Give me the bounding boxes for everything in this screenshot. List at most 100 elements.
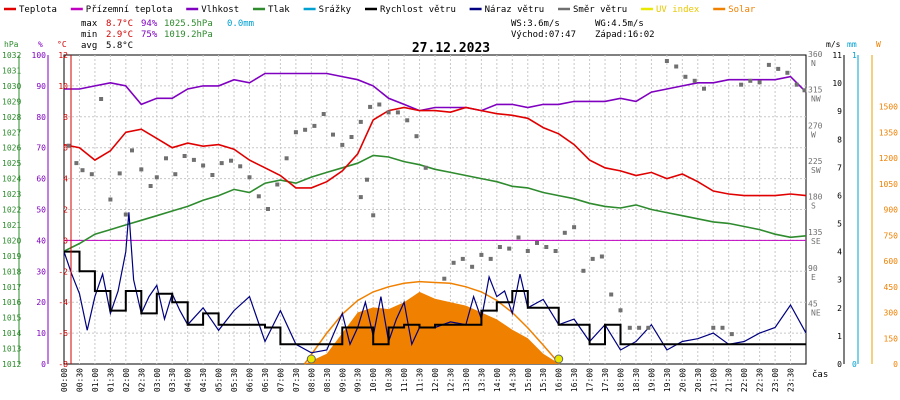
wind-direction-point [627, 325, 632, 330]
legend-label: Náraz větru [485, 5, 545, 15]
sun-marker [554, 354, 564, 364]
wind-direction-point [442, 276, 447, 281]
legend-label: Srážky [319, 5, 352, 15]
solar-tick-label: 0 [893, 360, 898, 369]
temp-tick-label: -2 [58, 267, 68, 276]
x-tick-label: 18:00 [617, 368, 626, 392]
legend-label: Směr větru [573, 5, 627, 15]
wind-direction-point [321, 112, 326, 116]
chart-axes: 00:00 00:30 01:00 01:30 02:00 02:30 03:00 03:30… [2, 40, 898, 392]
x-tick-label: 14:30 [508, 368, 517, 392]
x-tick-label: 00:00 [60, 368, 69, 392]
x-tick-label: 13:00 [462, 368, 471, 392]
x-tick-label: 17:30 [601, 368, 610, 392]
wind-direction-point [117, 171, 122, 176]
x-tick-label: 10:00 [369, 368, 378, 392]
solar-tick-label: 450 [884, 283, 899, 292]
stat-max-temp: 8.7°C [106, 19, 133, 29]
uv-markers [306, 354, 564, 364]
wind-direction-point [275, 182, 280, 187]
x-tick-label: 23:00 [771, 368, 780, 392]
temp-tick-label: 12 [58, 51, 68, 60]
wind-direction-point [590, 256, 595, 261]
solar-tick-label: 1500 [879, 103, 898, 112]
x-tick-label: 07:00 [276, 368, 285, 392]
x-tick-label: 22:30 [756, 368, 765, 392]
solar-tick-label: 1200 [879, 154, 898, 163]
wind-direction-point [776, 66, 781, 71]
pressure-tick-label: 1023 [2, 190, 21, 199]
wind-tick-label: 0 [837, 360, 842, 369]
wind-direction-point [148, 184, 153, 188]
stat-min-label: min [81, 30, 97, 40]
legend-label: Teplota [19, 5, 57, 15]
temp-tick-label: -4 [58, 298, 68, 307]
pressure-tick-label: 1014 [2, 329, 21, 338]
pressure-tick-label: 1021 [2, 221, 21, 230]
wind-direction-point [460, 256, 465, 261]
stat-sunrise: Východ:07:47 [511, 30, 576, 40]
direction-tick-label: 180 [808, 193, 823, 202]
wind-direction-point [173, 172, 178, 177]
temperature-unit: °C [57, 40, 67, 49]
solar-unit: W [876, 40, 881, 49]
temp-tick-label: 4 [63, 175, 68, 184]
stat-min-hum: 75% [141, 30, 158, 40]
x-tick-label: 07:30 [292, 368, 301, 392]
temp-tick-label: 2 [63, 206, 68, 215]
direction-letter: S [811, 202, 816, 211]
x-tick-label: 01:30 [106, 368, 115, 392]
chart-title: 27.12.2023 [412, 41, 490, 56]
x-tick-label: 11:30 [416, 368, 425, 392]
x-tick-label: 23:30 [787, 368, 796, 392]
x-tick-label: 00:30 [75, 368, 84, 392]
wind-tick-label: 7 [837, 163, 842, 172]
solar-tick-label: 600 [884, 257, 899, 266]
wind-direction-point [377, 102, 382, 107]
wind-tick-label: 11 [832, 51, 842, 60]
temp-tick-label: -8 [58, 360, 68, 369]
solar-tick-label: 150 [884, 334, 899, 343]
pressure-tick-label: 1027 [2, 128, 21, 137]
x-tick-label: 21:00 [709, 368, 718, 392]
direction-letter: SW [811, 166, 821, 175]
humidity-tick-label: 70 [36, 144, 46, 153]
x-tick-label: 10:30 [385, 368, 394, 392]
direction-letter: E [811, 273, 816, 282]
wind-direction-point [371, 213, 376, 218]
stat-min-press: 1019.2hPa [164, 30, 213, 40]
wind-direction-point [395, 110, 400, 115]
stat-max-hum: 94% [141, 19, 158, 29]
rain-unit: mm [847, 40, 857, 49]
x-tick-label: 03:00 [153, 368, 162, 392]
wind-direction-point [340, 142, 345, 147]
wind-direction-point [729, 332, 734, 337]
x-tick-label: 11:00 [400, 368, 409, 392]
wind-direction-point [247, 175, 252, 180]
stat-max-rain: 0.0mm [227, 19, 254, 29]
pressure-tick-label: 1025 [2, 159, 21, 168]
wind-direction-point [89, 172, 94, 177]
x-tick-label: 09:30 [354, 368, 363, 392]
humidity-unit: % [38, 40, 43, 49]
sun-marker [306, 354, 316, 364]
wind-tick-label: 9 [837, 107, 842, 116]
temperature-line [63, 106, 807, 197]
x-tick-label: 22:00 [740, 368, 749, 392]
direction-letter: NW [811, 95, 821, 104]
x-tick-label: 12:30 [446, 368, 455, 392]
wind-tick-label: 6 [837, 191, 842, 200]
pressure-tick-label: 1015 [2, 314, 21, 323]
wind-direction-point [451, 260, 456, 265]
wind-direction-point [312, 123, 317, 128]
wind-direction-point [123, 212, 128, 217]
wind-direction-point [535, 241, 539, 245]
x-tick-label: 04:00 [184, 368, 193, 392]
direction-letter: N [811, 59, 816, 68]
stats-block: max 8.7°C 94% 1025.5hPa 0.0mm min 2.9°C … [81, 19, 655, 51]
humidity-tick-label: 90 [36, 82, 46, 91]
wind-direction-point [479, 252, 484, 257]
wind-direction-point [507, 246, 512, 251]
solar-tick-label: 1350 [879, 128, 898, 137]
